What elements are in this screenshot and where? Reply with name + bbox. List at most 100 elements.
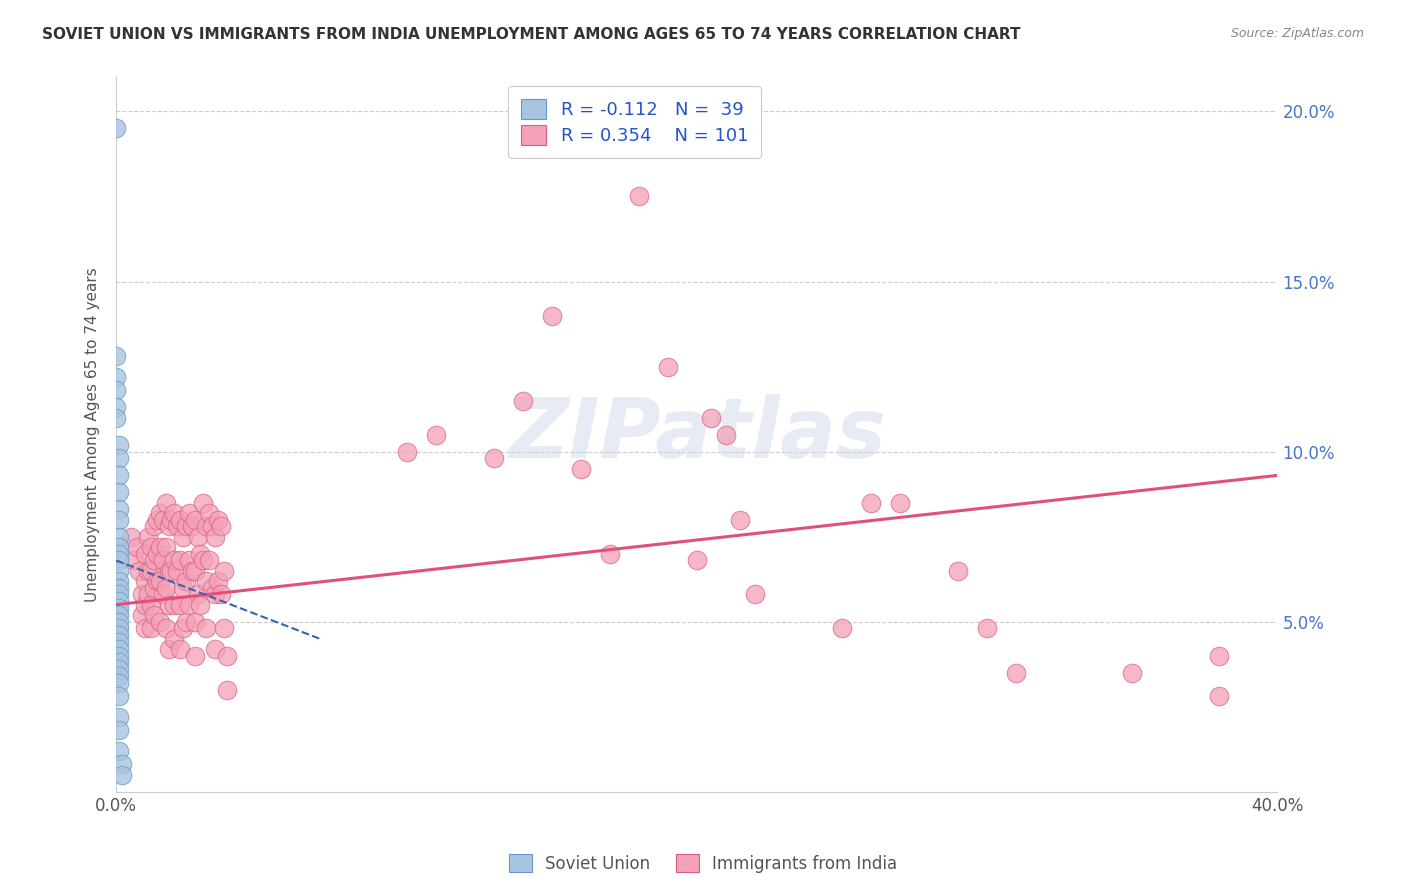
Point: [212, 564, 235, 578]
Point: [215, 682, 238, 697]
Point: [108, 656, 131, 670]
Point: [425, 427, 447, 442]
Point: [177, 553, 200, 567]
Point: [198, 553, 221, 567]
Point: [195, 574, 218, 588]
Point: [160, 513, 183, 527]
Point: [599, 547, 621, 561]
Point: [627, 189, 650, 203]
Point: [108, 547, 131, 561]
Point: [180, 519, 202, 533]
Point: [190, 598, 212, 612]
Text: Source: ZipAtlas.com: Source: ZipAtlas.com: [1230, 27, 1364, 40]
Point: [108, 540, 131, 554]
Point: [169, 553, 191, 567]
Point: [108, 676, 131, 690]
Point: [169, 513, 191, 527]
Point: [108, 587, 131, 601]
Point: [136, 564, 159, 578]
Point: [108, 635, 131, 649]
Point: [187, 587, 209, 601]
Point: [108, 690, 131, 704]
Point: [482, 451, 505, 466]
Point: [174, 519, 197, 533]
Point: [166, 519, 188, 533]
Point: [155, 581, 177, 595]
Point: [946, 564, 969, 578]
Point: [108, 628, 131, 642]
Point: [131, 607, 153, 622]
Point: [111, 757, 134, 772]
Point: [174, 574, 197, 588]
Point: [139, 598, 162, 612]
Point: [177, 598, 200, 612]
Point: [155, 540, 177, 554]
Point: [198, 506, 221, 520]
Point: [831, 622, 853, 636]
Point: [209, 519, 232, 533]
Point: [730, 513, 752, 527]
Point: [889, 495, 911, 509]
Point: [108, 530, 131, 544]
Point: [143, 607, 166, 622]
Point: [108, 615, 131, 629]
Point: [108, 662, 131, 676]
Point: [172, 581, 194, 595]
Text: SOVIET UNION VS IMMIGRANTS FROM INDIA UNEMPLOYMENT AMONG AGES 65 TO 74 YEARS COR: SOVIET UNION VS IMMIGRANTS FROM INDIA UN…: [42, 27, 1021, 42]
Point: [207, 513, 229, 527]
Point: [155, 622, 177, 636]
Point: [149, 506, 172, 520]
Point: [180, 564, 202, 578]
Point: [163, 506, 186, 520]
Point: [169, 641, 191, 656]
Point: [215, 648, 238, 663]
Point: [143, 519, 166, 533]
Point: [108, 553, 131, 567]
Point: [108, 622, 131, 636]
Point: [122, 553, 145, 567]
Point: [105, 121, 128, 136]
Point: [149, 540, 172, 554]
Point: [172, 530, 194, 544]
Point: [540, 309, 562, 323]
Point: [686, 553, 709, 567]
Point: [157, 641, 180, 656]
Point: [193, 553, 215, 567]
Point: [204, 587, 226, 601]
Point: [128, 564, 150, 578]
Point: [108, 744, 131, 758]
Point: [108, 438, 131, 452]
Point: [108, 581, 131, 595]
Point: [134, 574, 156, 588]
Point: [108, 564, 131, 578]
Point: [146, 513, 169, 527]
Point: [657, 359, 679, 374]
Point: [859, 495, 882, 509]
Point: [136, 530, 159, 544]
Point: [512, 393, 534, 408]
Point: [143, 553, 166, 567]
Point: [108, 574, 131, 588]
Point: [105, 410, 128, 425]
Point: [1208, 690, 1230, 704]
Point: [108, 451, 131, 466]
Point: [160, 564, 183, 578]
Point: [105, 401, 128, 415]
Point: [134, 598, 156, 612]
Point: [105, 349, 128, 363]
Point: [163, 632, 186, 646]
Point: [146, 574, 169, 588]
Point: [183, 513, 205, 527]
Point: [169, 598, 191, 612]
Point: [193, 495, 215, 509]
Point: [125, 540, 148, 554]
Point: [1121, 665, 1143, 680]
Point: [131, 587, 153, 601]
Point: [152, 553, 174, 567]
Point: [134, 547, 156, 561]
Point: [139, 540, 162, 554]
Point: [108, 710, 131, 724]
Point: [108, 669, 131, 683]
Point: [569, 461, 592, 475]
Point: [149, 574, 172, 588]
